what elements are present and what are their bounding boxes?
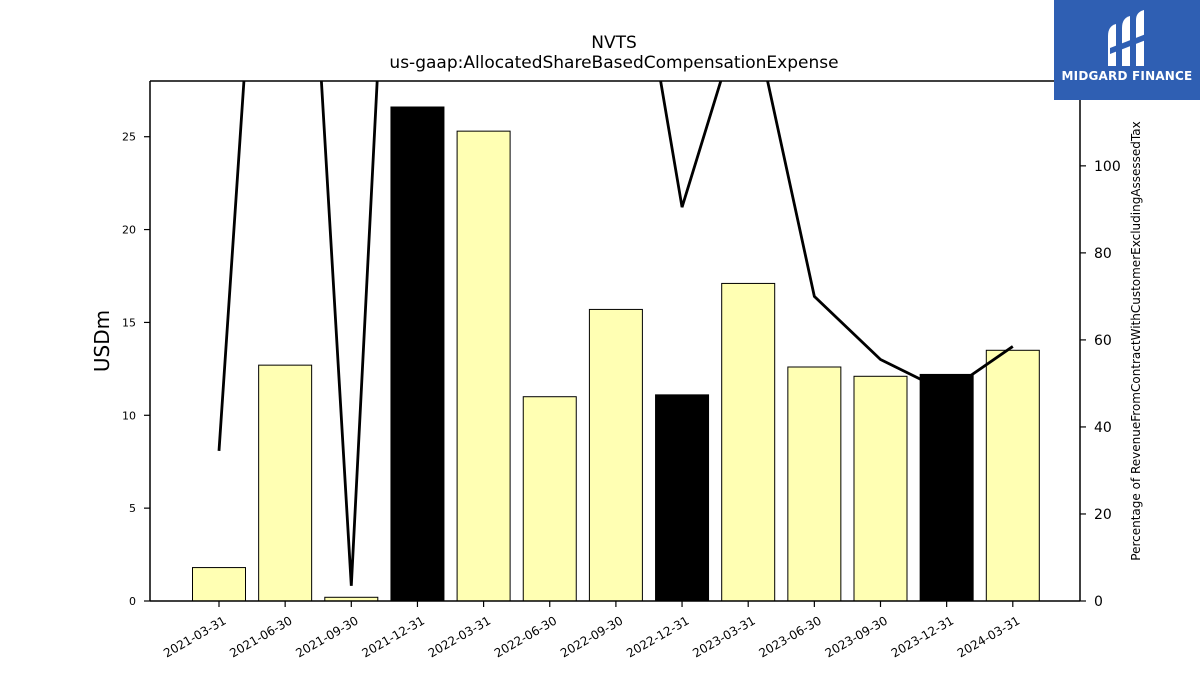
brand-logo: MIDGARD FINANCE — [1054, 0, 1200, 100]
y2-tick-label: 80 — [1094, 246, 1112, 262]
bar — [588, 308, 643, 601]
y2-tick-label: 100 — [1094, 159, 1121, 175]
bar — [787, 366, 842, 601]
y-tick-label: 20 — [122, 224, 136, 237]
y-axis-label: USDm — [90, 310, 114, 372]
bar — [522, 396, 577, 601]
x-tick-label: 2022-03-31 — [426, 613, 493, 660]
y2-axis-label: Percentage of RevenueFromContractWithCus… — [1129, 121, 1143, 560]
y2-tick-label: 0 — [1094, 594, 1103, 610]
bar — [258, 364, 313, 601]
bar — [985, 349, 1040, 601]
bar — [721, 282, 776, 601]
x-tick-label: 2023-06-30 — [756, 613, 823, 660]
line-path — [217, 81, 1014, 586]
x-tick-label: 2024-03-31 — [955, 613, 1022, 660]
x-tick-label: 2023-03-31 — [690, 613, 757, 660]
bar — [456, 130, 511, 601]
bar — [853, 375, 908, 601]
y-tick-label: 0 — [129, 595, 136, 608]
bar-series — [192, 106, 1040, 601]
x-tick-label: 2023-09-30 — [823, 613, 890, 660]
x-tick-label: 2022-09-30 — [558, 613, 625, 660]
line-series — [217, 81, 1014, 586]
x-tick-label: 2022-06-30 — [492, 613, 559, 660]
x-tick-label: 2021-06-30 — [227, 613, 294, 660]
x-tick-label: 2023-12-31 — [889, 613, 956, 660]
chart-title: NVTS — [591, 33, 637, 53]
y-tick-label: 10 — [122, 409, 136, 422]
bar — [919, 373, 974, 601]
y-tick-label: 25 — [122, 131, 136, 144]
y2-tick-label: 20 — [1094, 507, 1112, 523]
x-tick-label: 2021-09-30 — [293, 613, 360, 660]
chart-subtitle: us-gaap:AllocatedShareBasedCompensationE… — [389, 53, 838, 73]
logo-text: MIDGARD FINANCE — [1061, 69, 1193, 83]
bar — [192, 567, 246, 601]
y-tick-label: 15 — [122, 316, 136, 329]
x-tick-label: 2022-12-31 — [624, 613, 691, 660]
y2-tick-label: 40 — [1094, 420, 1112, 436]
bar — [655, 394, 710, 601]
y2-tick-label: 60 — [1094, 333, 1112, 349]
logo-mark-icon — [1108, 10, 1146, 66]
bar — [390, 106, 445, 601]
x-tick-label: 2021-03-31 — [161, 613, 228, 660]
y-tick-label: 5 — [129, 502, 136, 515]
x-tick-label: 2021-12-31 — [360, 613, 427, 660]
